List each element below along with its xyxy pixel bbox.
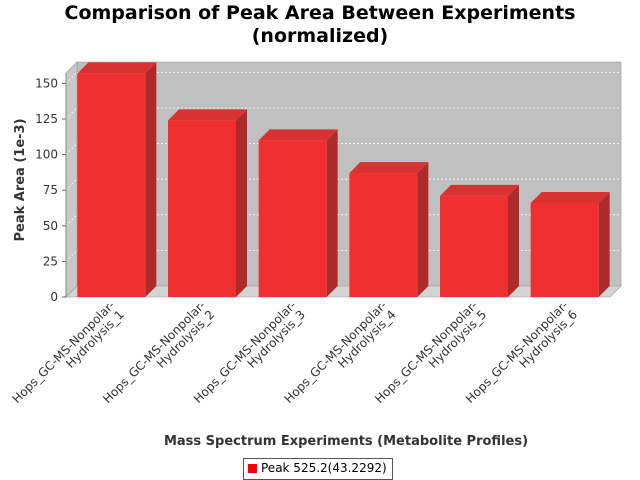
y-tick-label: 25	[43, 254, 58, 268]
x-tick-label-line: Hops_GC-MS-Nonpolar-	[10, 298, 118, 406]
bar	[258, 129, 338, 297]
y-tick-label: 75	[43, 183, 58, 197]
gridline-side	[65, 72, 78, 84]
y-tick-label: 125	[35, 112, 58, 126]
chart-title-line-1: Comparison of Peak Area Between Experime…	[64, 2, 576, 24]
gridline-side	[65, 214, 78, 227]
y-axis-label: Peak Area (1e-3)	[13, 118, 28, 241]
y-tick-label: 100	[35, 148, 58, 162]
bar	[349, 162, 429, 297]
bar-top	[77, 62, 157, 74]
gridlines	[65, 71, 621, 262]
bar	[168, 109, 247, 297]
bar-top	[258, 129, 338, 141]
x-axis: Hops_GC-MS-Nonpolar-Hydrolysis_1Hops_GC-…	[10, 298, 580, 406]
bar-side	[598, 192, 610, 297]
y-tick-label: 150	[35, 76, 58, 90]
gridline-side	[65, 250, 78, 262]
x-axis-label: Mass Spectrum Experiments (Metabolite Pr…	[164, 434, 528, 449]
chart-title: Comparison of Peak Area Between Experime…	[0, 2, 640, 48]
y-tick-label: 50	[43, 219, 58, 233]
left-wall	[65, 61, 78, 298]
legend: Peak 525.2(43.2292)	[243, 458, 393, 480]
bar	[77, 62, 157, 298]
bar-side	[508, 184, 519, 297]
gridline-side	[65, 178, 78, 191]
chart-title-line-2: (normalized)	[251, 25, 389, 47]
y-axis: 0 25 50 75 100 125 150	[35, 73, 67, 304]
bar-front	[168, 120, 236, 297]
gridline-side	[65, 143, 78, 155]
bars	[77, 62, 610, 298]
bar-front	[440, 195, 508, 297]
legend-swatch	[248, 464, 257, 473]
bar-top	[349, 162, 429, 174]
bar-side	[326, 129, 338, 297]
gridline-side	[65, 107, 78, 120]
bar-side	[145, 62, 157, 298]
bar-side	[236, 109, 247, 297]
bar-front	[258, 140, 327, 297]
bar-top	[530, 192, 610, 203]
legend-label: Peak 525.2(43.2292)	[261, 461, 387, 475]
bar	[530, 192, 610, 297]
bar	[440, 184, 519, 297]
y-tick-label: 0	[50, 290, 58, 304]
bar-front	[349, 173, 418, 297]
bar-front	[77, 73, 146, 297]
bar-top	[168, 109, 247, 121]
bar-top	[440, 184, 519, 196]
bar-front	[530, 203, 599, 297]
bar-side	[417, 162, 429, 297]
